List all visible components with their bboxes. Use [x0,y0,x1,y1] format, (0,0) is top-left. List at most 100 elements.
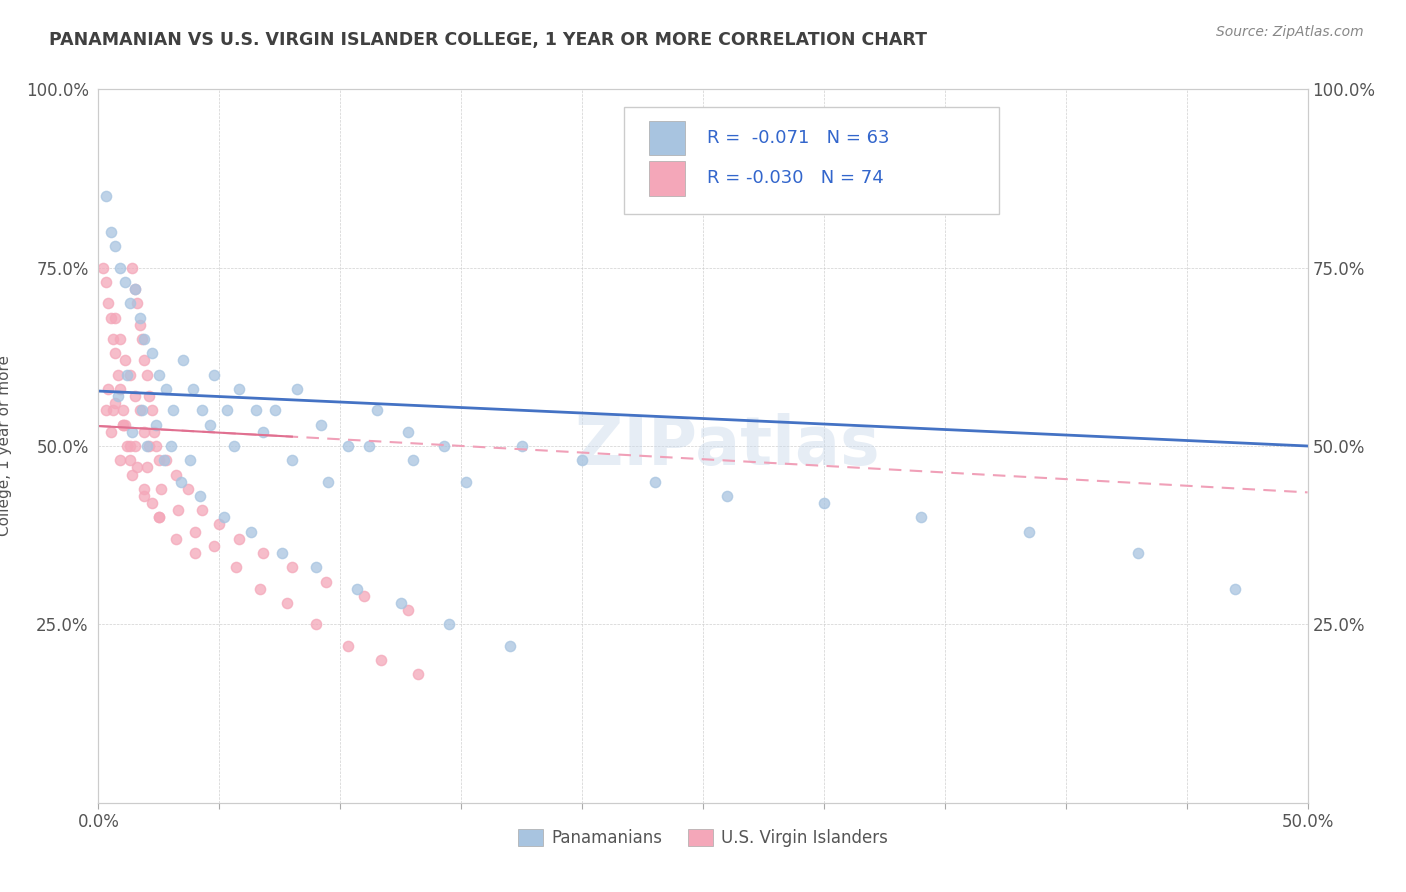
Point [124,389,146,403]
Point [389,596,412,610]
Point [104,239,127,253]
Point [212,510,235,524]
Point [191,503,214,517]
Point [94,189,117,203]
Point [204,368,226,382]
Text: R = -0.030   N = 74: R = -0.030 N = 74 [707,169,883,187]
Point [145,439,167,453]
Text: ZIPatlas: ZIPatlas [575,413,880,479]
Point [148,368,170,382]
Point [124,282,146,296]
Point [97,296,120,310]
Point [145,417,167,432]
Point [276,596,298,610]
Point [172,353,194,368]
Point [396,425,419,439]
Point [252,425,274,439]
Point [131,332,153,346]
Point [94,403,117,417]
Text: Source: ZipAtlas.com: Source: ZipAtlas.com [1216,25,1364,39]
Point [245,403,267,417]
Point [366,403,388,417]
Point [128,310,150,325]
Point [336,439,359,453]
Point [191,403,214,417]
Point [152,453,174,467]
Point [121,260,143,275]
Point [208,517,231,532]
Point [101,403,124,417]
Point [128,318,150,332]
Point [198,417,221,432]
Point [107,368,129,382]
Point [162,403,184,417]
FancyBboxPatch shape [648,120,685,155]
Point [336,639,359,653]
Point [121,425,143,439]
Point [108,260,131,275]
Point [111,417,134,432]
Point [396,603,419,617]
Point [177,482,200,496]
Point [225,560,247,574]
Point [118,453,141,467]
Point [406,667,429,681]
Point [165,467,187,482]
Point [184,524,207,539]
Point [107,389,129,403]
Point [402,453,425,467]
Point [228,382,250,396]
Point [134,489,156,503]
Point [359,439,381,453]
Point [135,368,157,382]
Point [124,282,146,296]
Point [285,382,308,396]
Point [315,574,337,589]
Point [346,582,368,596]
Point [155,382,177,396]
Point [135,439,157,453]
Point [910,510,932,524]
Point [104,396,127,410]
Point [127,460,149,475]
Point [118,368,141,382]
Point [111,403,134,417]
Point [131,403,153,417]
Point [111,417,134,432]
Point [252,546,274,560]
Point [1128,546,1150,560]
Point [281,453,304,467]
Point [1223,582,1246,596]
Point [181,382,204,396]
Point [215,403,238,417]
Text: R =  -0.071   N = 63: R = -0.071 N = 63 [707,128,889,146]
Point [316,475,339,489]
Legend: Panamanians, U.S. Virgin Islanders: Panamanians, U.S. Virgin Islanders [510,821,896,855]
Point [117,368,139,382]
Point [271,546,294,560]
Point [138,389,160,403]
Point [813,496,835,510]
Point [143,425,166,439]
Point [309,417,332,432]
Point [104,310,127,325]
Point [124,439,146,453]
Point [179,453,201,467]
Point [141,346,163,360]
FancyBboxPatch shape [648,161,685,195]
Point [228,532,250,546]
Point [167,503,190,517]
Y-axis label: College, 1 year or more: College, 1 year or more [0,356,11,536]
Point [150,482,173,496]
Point [117,439,139,453]
Point [437,617,460,632]
Point [454,475,477,489]
Point [204,539,226,553]
Point [100,425,122,439]
Point [370,653,392,667]
Point [121,467,143,482]
Point [264,403,287,417]
Point [148,510,170,524]
Point [305,617,328,632]
Point [148,453,170,467]
